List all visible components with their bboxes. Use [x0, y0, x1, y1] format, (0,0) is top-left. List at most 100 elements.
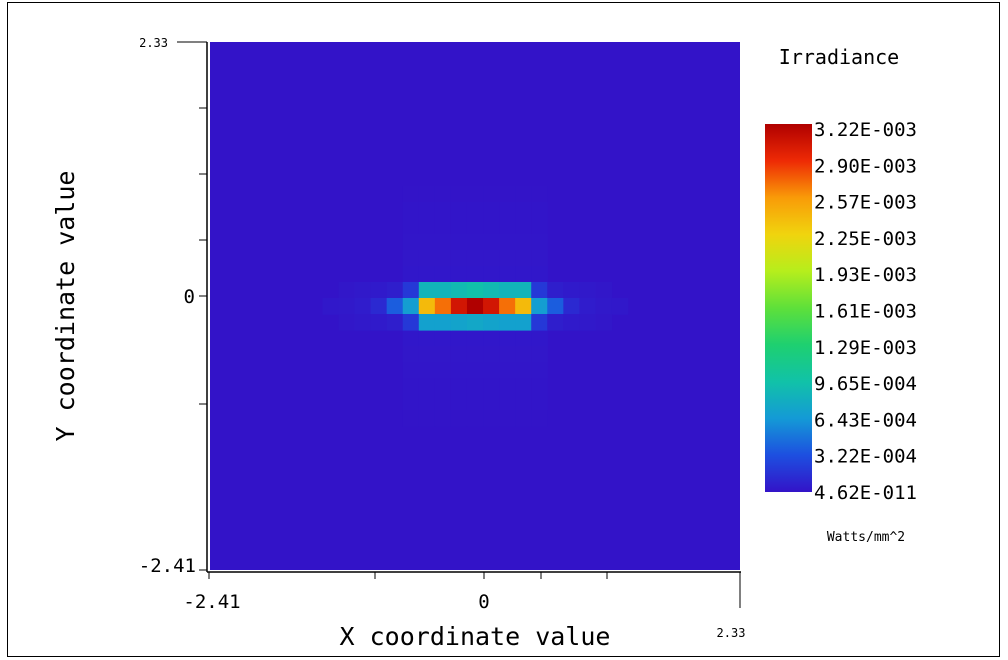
heatmap-cell [499, 186, 516, 203]
heatmap-cell [515, 394, 532, 411]
heatmap-cell [466, 410, 484, 427]
colorbar [765, 124, 812, 492]
heatmap-cell [483, 266, 500, 283]
heatmap-cell [466, 362, 484, 379]
x-tick-label-left: -2.41 [183, 591, 240, 613]
heatmap-cell [483, 330, 500, 347]
heatmap-cell [450, 330, 468, 347]
heatmap-cell [322, 298, 340, 315]
heatmap-cell [418, 410, 436, 427]
heatmap-cell [515, 298, 532, 315]
heatmap-cell [402, 378, 420, 395]
colorbar-label: 3.22E-004 [814, 446, 917, 468]
heatmap-cell [466, 266, 484, 283]
heatmap-cell [434, 394, 452, 411]
heatmap-cell [402, 218, 420, 235]
heatmap-cell [547, 314, 564, 331]
heatmap-cell [563, 298, 580, 315]
heatmap-cell [418, 394, 436, 411]
heatmap-cell [499, 218, 516, 235]
heatmap-cell [418, 346, 436, 363]
heatmap-cell [483, 186, 500, 203]
heatmap-cell [515, 250, 532, 267]
heatmap-cell [483, 282, 500, 299]
heatmap-cells [322, 186, 629, 427]
heatmap-cell [434, 202, 452, 219]
heatmap-cell [434, 330, 452, 347]
heatmap-cell [354, 298, 372, 315]
heatmap-cell [483, 218, 500, 235]
heatmap-cell [611, 298, 629, 315]
heatmap-cell [483, 346, 500, 363]
heatmap-cell [466, 202, 484, 219]
heatmap-cell [466, 250, 484, 267]
heatmap-cell [466, 234, 484, 251]
heatmap-cell [418, 218, 436, 235]
heatmap-cell [402, 266, 420, 283]
colorbar-units: Watts/mm^2 [827, 530, 905, 545]
y-tick-label-top: 2.33 [139, 36, 168, 50]
heatmap-cell [531, 186, 548, 203]
x-tick-label-right: 2.33 [717, 626, 746, 640]
heatmap-cell [418, 234, 436, 251]
heatmap-cell [499, 314, 516, 331]
heatmap-cell [531, 298, 548, 315]
heatmap-cell [418, 330, 436, 347]
heatmap-cell [531, 202, 548, 219]
heatmap-cell [499, 282, 516, 299]
heatmap-cell [499, 410, 516, 427]
heatmap-cell [418, 250, 436, 267]
heatmap-cell [531, 314, 548, 331]
heatmap-cell [499, 394, 516, 411]
heatmap-cell [402, 234, 420, 251]
heatmap-cell [466, 346, 484, 363]
heatmap-cell [418, 314, 436, 331]
colorbar-label: 2.25E-003 [814, 228, 917, 250]
heatmap-cell [531, 378, 548, 395]
heatmap-cell [579, 314, 597, 331]
heatmap-cell [515, 202, 532, 219]
heatmap-cell [370, 282, 388, 299]
heatmap-cell [531, 266, 548, 283]
heatmap-cell [515, 266, 532, 283]
heatmap-cell [466, 378, 484, 395]
heatmap-cell [499, 202, 516, 219]
heatmap-cell [499, 234, 516, 251]
heatmap-cell [450, 378, 468, 395]
heatmap-cell [402, 282, 420, 299]
heatmap-cell [434, 266, 452, 283]
heatmap-cell [434, 314, 452, 331]
heatmap-cell [434, 378, 452, 395]
heatmap-cell [595, 282, 613, 299]
heatmap-cell [531, 330, 548, 347]
heatmap-cell [531, 394, 548, 411]
colorbar-label: 2.90E-003 [814, 155, 917, 177]
heatmap-cell [531, 218, 548, 235]
heatmap-cell [402, 346, 420, 363]
heatmap-cell [450, 298, 468, 315]
heatmap-cell [483, 202, 500, 219]
colorbar-labels: 3.22E-003 2.90E-003 2.57E-003 2.25E-003 1.93… [814, 119, 917, 504]
colorbar-label: 9.65E-004 [814, 373, 917, 395]
heatmap-cell [402, 314, 420, 331]
heatmap-cell [515, 410, 532, 427]
colorbar-title: Irradiance [779, 45, 899, 69]
heatmap-cell [595, 314, 613, 331]
heatmap-cell [450, 250, 468, 267]
heatmap-cell [402, 362, 420, 379]
heatmap-cell [338, 298, 356, 315]
heatmap-cell [466, 218, 484, 235]
heatmap-cell [499, 298, 516, 315]
heatmap-cell [499, 346, 516, 363]
heatmap-cell [402, 202, 420, 219]
heatmap-cell [466, 330, 484, 347]
heatmap-cell [499, 266, 516, 283]
heatmap-cell [418, 186, 436, 203]
heatmap-cell [547, 282, 564, 299]
heatmap-cell [531, 282, 548, 299]
y-tick-label-bottom: -2.41 [139, 555, 196, 577]
heatmap-cell [418, 298, 436, 315]
heatmap-cell [434, 234, 452, 251]
colorbar-label: 6.43E-004 [814, 409, 917, 431]
